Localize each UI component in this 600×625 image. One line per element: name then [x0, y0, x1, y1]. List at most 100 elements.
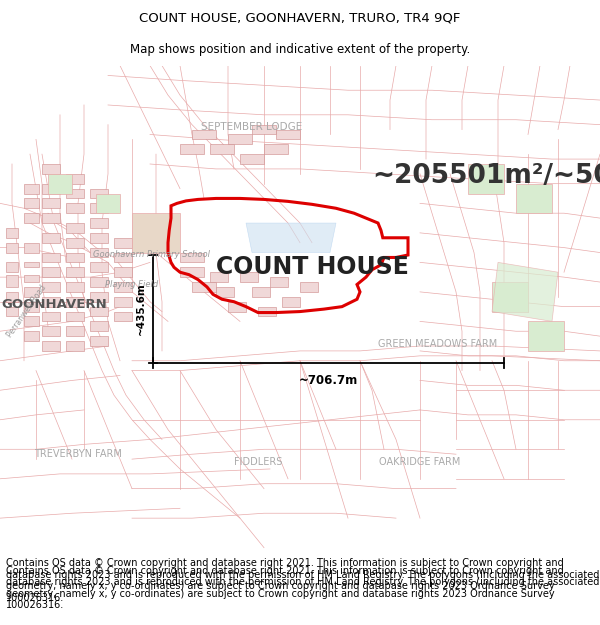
Polygon shape	[90, 277, 108, 287]
Text: TREVERBYN FARM: TREVERBYN FARM	[34, 449, 122, 459]
Polygon shape	[228, 302, 246, 311]
Polygon shape	[246, 223, 336, 253]
Text: COUNT HOUSE, GOONHAVERN, TRURO, TR4 9QF: COUNT HOUSE, GOONHAVERN, TRURO, TR4 9QF	[139, 12, 461, 25]
Text: OAKRIDGE FARM: OAKRIDGE FARM	[379, 457, 461, 467]
Polygon shape	[42, 282, 60, 292]
Polygon shape	[468, 164, 504, 194]
Text: FIDDLERS: FIDDLERS	[234, 457, 282, 467]
Polygon shape	[90, 248, 108, 258]
Polygon shape	[66, 174, 84, 184]
Polygon shape	[90, 321, 108, 331]
Polygon shape	[42, 297, 60, 307]
Polygon shape	[6, 274, 18, 287]
Polygon shape	[180, 253, 204, 262]
Polygon shape	[516, 184, 552, 213]
Polygon shape	[492, 262, 558, 321]
Polygon shape	[24, 242, 39, 252]
Polygon shape	[6, 292, 18, 302]
Polygon shape	[24, 274, 39, 282]
Polygon shape	[48, 174, 72, 194]
Polygon shape	[210, 144, 234, 154]
Polygon shape	[66, 297, 84, 307]
Polygon shape	[24, 213, 39, 223]
Polygon shape	[264, 144, 288, 154]
Polygon shape	[42, 184, 60, 194]
Polygon shape	[42, 311, 60, 321]
Polygon shape	[42, 164, 60, 174]
Polygon shape	[96, 194, 120, 213]
Polygon shape	[114, 282, 132, 292]
Polygon shape	[258, 307, 276, 316]
Text: Playing Field: Playing Field	[106, 280, 158, 289]
Polygon shape	[114, 238, 132, 248]
Polygon shape	[24, 316, 39, 326]
Polygon shape	[192, 129, 216, 139]
Polygon shape	[114, 297, 132, 307]
Polygon shape	[114, 311, 132, 321]
Text: Goonhavern Primary School: Goonhavern Primary School	[93, 251, 210, 259]
Polygon shape	[42, 198, 60, 208]
Polygon shape	[90, 262, 108, 272]
Text: GOONHAVERN: GOONHAVERN	[1, 298, 107, 311]
Text: ~435.6m: ~435.6m	[136, 282, 146, 336]
Polygon shape	[24, 331, 39, 341]
Polygon shape	[528, 321, 564, 351]
Polygon shape	[66, 282, 84, 292]
Polygon shape	[66, 203, 84, 213]
Text: ~706.7m: ~706.7m	[299, 374, 358, 387]
Text: ~205501m²/~50.780ac.: ~205501m²/~50.780ac.	[372, 163, 600, 189]
Polygon shape	[240, 272, 258, 282]
Polygon shape	[42, 326, 60, 336]
Polygon shape	[66, 238, 84, 248]
Polygon shape	[6, 307, 18, 316]
Polygon shape	[216, 287, 234, 297]
Polygon shape	[66, 326, 84, 336]
Polygon shape	[252, 124, 276, 134]
Polygon shape	[66, 341, 84, 351]
Polygon shape	[6, 228, 18, 238]
Polygon shape	[132, 213, 180, 253]
Polygon shape	[6, 262, 18, 272]
Polygon shape	[192, 282, 216, 292]
Polygon shape	[66, 268, 84, 277]
Text: GREEN MEADOWS FARM: GREEN MEADOWS FARM	[379, 339, 497, 349]
Polygon shape	[492, 282, 528, 311]
Polygon shape	[228, 134, 252, 144]
Polygon shape	[42, 268, 60, 277]
Polygon shape	[42, 253, 60, 262]
Polygon shape	[90, 203, 108, 213]
Polygon shape	[66, 253, 84, 262]
Polygon shape	[66, 311, 84, 321]
Text: Contains OS data © Crown copyright and database right 2021. This information is : Contains OS data © Crown copyright and d…	[6, 566, 599, 611]
Polygon shape	[252, 287, 270, 297]
Polygon shape	[6, 242, 18, 252]
Polygon shape	[66, 189, 84, 198]
Polygon shape	[114, 268, 132, 277]
Text: SEPTEMBER LODGE: SEPTEMBER LODGE	[202, 122, 302, 132]
Polygon shape	[180, 144, 204, 154]
Polygon shape	[90, 233, 108, 242]
Polygon shape	[90, 189, 108, 198]
Polygon shape	[42, 213, 60, 223]
Polygon shape	[90, 307, 108, 316]
Polygon shape	[90, 292, 108, 302]
Polygon shape	[42, 233, 60, 242]
Polygon shape	[300, 282, 318, 292]
Polygon shape	[90, 218, 108, 228]
Polygon shape	[24, 198, 39, 208]
Polygon shape	[24, 262, 39, 268]
Polygon shape	[276, 129, 300, 139]
Polygon shape	[24, 287, 39, 297]
Polygon shape	[24, 184, 39, 194]
Polygon shape	[270, 277, 288, 287]
Text: Map shows position and indicative extent of the property.: Map shows position and indicative extent…	[130, 42, 470, 56]
Polygon shape	[66, 223, 84, 233]
Polygon shape	[282, 297, 300, 307]
Polygon shape	[90, 336, 108, 346]
Polygon shape	[180, 268, 204, 277]
Text: Perranwell Road: Perranwell Road	[5, 284, 49, 339]
Text: COUNT HOUSE: COUNT HOUSE	[215, 255, 409, 279]
Polygon shape	[24, 302, 39, 311]
Polygon shape	[42, 341, 60, 351]
Polygon shape	[210, 272, 228, 282]
